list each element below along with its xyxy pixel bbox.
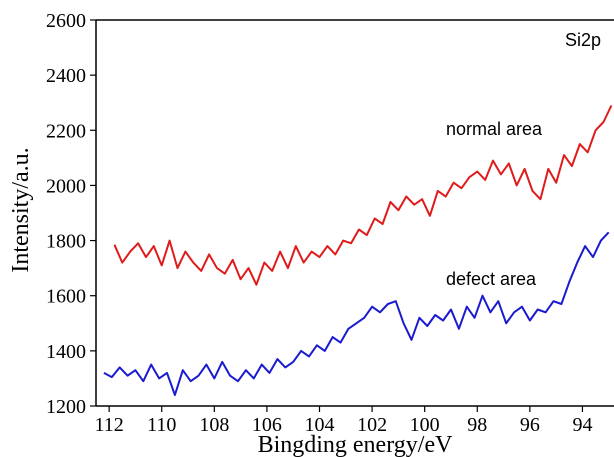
y-tick-label: 2400 (46, 65, 86, 87)
y-tick-label: 2600 (46, 10, 86, 32)
axes: 1200 1400 1600 1800 2000 2200 2400 2600 112 110 10… (46, 10, 614, 436)
y-tick-label: 1400 (46, 341, 86, 363)
series-line-defect-area (103, 231, 610, 396)
y-axis-label: Intensity/a.u. (8, 147, 34, 272)
y-tick-label: 1800 (46, 231, 86, 253)
series-label-defect-area: defect area (446, 269, 537, 289)
x-tick-label: 98 (467, 414, 487, 436)
x-axis-label: Bingding energy/eV (258, 432, 454, 457)
series-line-normal-area (113, 105, 613, 286)
x-tick-label: 102 (357, 414, 387, 436)
x-tick-label: 112 (95, 414, 124, 436)
x-tick-label: 100 (410, 414, 440, 436)
y-tick-label: 1200 (46, 396, 86, 418)
x-tick-label: 108 (199, 414, 229, 436)
series-label-normal-area: normal area (446, 119, 543, 139)
x-tick-label: 106 (252, 414, 282, 436)
series-group (103, 105, 613, 396)
chart-annotation-si2p: Si2p (565, 30, 601, 50)
x-tick-label: 94 (572, 414, 592, 436)
y-tick-label: 2000 (46, 175, 86, 197)
x-tick-label: 110 (147, 414, 176, 436)
x-tick-label: 96 (520, 414, 540, 436)
y-tick-label: 2200 (46, 120, 86, 142)
y-tick-label: 1600 (46, 286, 86, 308)
x-tick-label: 104 (305, 414, 335, 436)
